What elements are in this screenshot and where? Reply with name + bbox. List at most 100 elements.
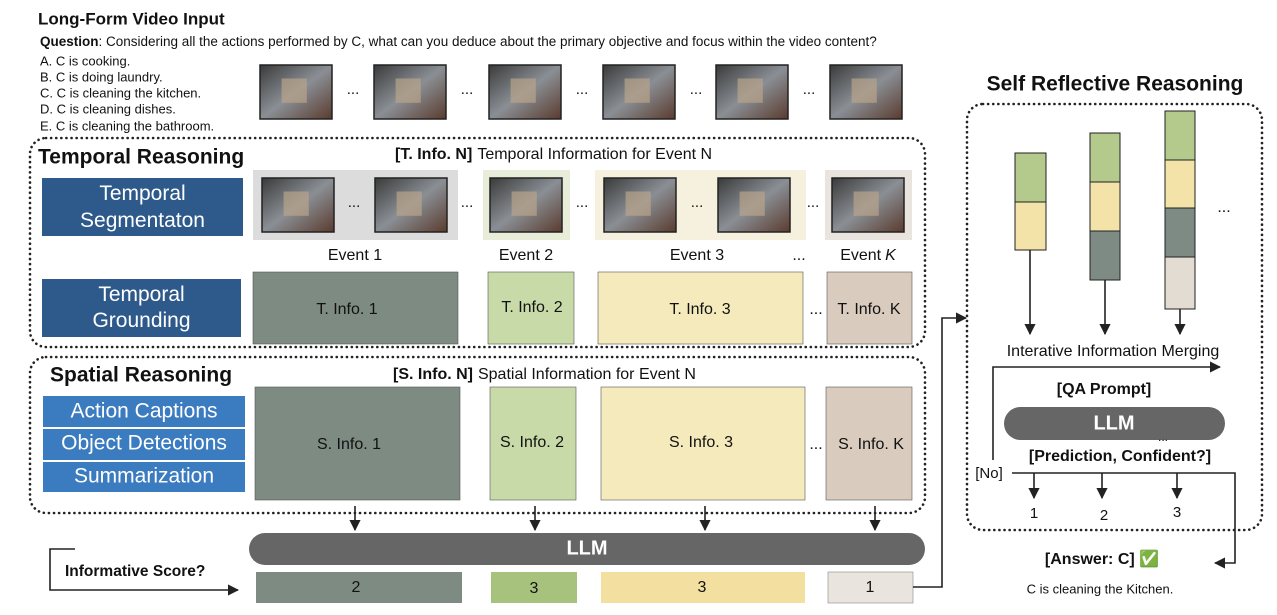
outcome: 2 [1100,507,1108,524]
info-box [489,386,577,501]
frame-detail [510,78,536,103]
outcome: 1 [1030,505,1038,522]
link-arrow [913,312,968,588]
event-index: K [885,247,897,264]
score-box [256,572,462,603]
frame-detail [396,191,422,216]
frame-detail [739,191,765,216]
stack-block [1089,132,1121,183]
module-box [42,279,241,337]
legend: [S. Info. N] Spatial Information for Even… [393,366,696,383]
frame-detail [851,78,877,103]
option: D. C is cleaning dishes. [40,101,176,116]
event-label: Event 1 [328,247,382,264]
module-box [43,462,245,492]
frame-detail [395,78,421,103]
info-box [252,271,459,345]
event-labels: Event 1 Event 2 Event 3 ... Event K [328,247,897,264]
prediction-label: [Prediction, Confident?] [1029,448,1211,465]
line: Temporal [98,283,184,306]
module-box [43,429,245,460]
module-label: Temporal Grounding [92,283,190,332]
module-label: Action Captions [70,400,217,423]
stack-block [1089,181,1121,232]
ellipsis: ... [461,81,474,98]
info-box [825,386,913,501]
legend-text: Spatial Information for Event N [478,366,696,383]
info-label: T. Info. 1 [316,301,377,318]
option: B. C is doing laundry. [40,69,163,84]
module-label: Temporal Segmentaton [80,182,205,232]
stack-block [1014,152,1047,203]
ellipsis: ... [809,301,822,318]
ellipsis: ... [809,436,822,453]
video-frames: ............... [259,64,903,120]
question-text: : Considering all the actions performed … [99,34,877,49]
temporal-box [28,136,927,349]
question: Question: Considering all the actions pe… [40,34,877,49]
ellipsis: ... [792,247,805,264]
section-title: Temporal Reasoning [38,146,244,169]
stack-block [1164,159,1196,209]
section-title: Self Reflective Reasoning [987,73,1244,96]
info-box [597,271,804,345]
module-box [42,178,243,236]
score-box [491,572,577,603]
ellipsis: ... [576,81,589,98]
scores: 2 3 3 1 [352,579,875,597]
info-box [600,386,806,501]
frame-detail [283,191,309,216]
loop-arrow [992,361,1222,460]
option: A. C is cooking. [40,53,130,68]
line: Grounding [92,309,190,332]
score: 1 [866,579,875,596]
line: Temporal [99,182,185,205]
answer-text: C is cleaning the Kitchen. [1027,581,1174,596]
event-label: Event K [840,247,897,264]
score-arrow [49,548,240,596]
title: Long-Form Video Input [38,9,225,28]
option: C. C is cleaning the kitchen. [40,85,201,100]
module-box [43,396,245,427]
outcomes: 1 2 3 [1030,504,1181,524]
frame-detail [625,191,651,216]
score: 3 [530,580,539,597]
frame-detail [511,191,537,216]
stack-block [1164,256,1196,310]
no-label: [No] [975,465,1003,482]
info-label: T. Info. 2 [501,299,562,316]
reflection-box [965,102,1264,532]
answer-arrow [1012,472,1236,569]
line: Segmentaton [80,209,205,232]
frame-detail [853,191,879,216]
down-arrows [349,506,881,532]
ellipsis: ... [803,81,816,98]
llm-label: LLM [1093,412,1134,434]
llm-bar [249,533,925,565]
stack-block [1164,207,1196,258]
spatial-box [28,355,927,515]
score-box [827,571,914,604]
info-box [826,271,913,345]
info-box [254,386,461,501]
info-label: T. Info. 3 [669,301,730,318]
ellipsis: ... [1158,430,1168,444]
score-label: Informative Score? [65,563,205,580]
ellipsis: ... [807,194,820,211]
llm-pill [1004,407,1225,440]
score-box [601,572,805,603]
info-box [487,271,575,345]
info-labels: S. Info. 1 S. Info. 2 S. Info. 3 ... S. … [317,434,904,453]
info-label: S. Info. 3 [669,434,733,451]
module-label: Object Detections [61,432,227,455]
stacks [1014,110,1196,310]
outcome: 3 [1173,504,1181,521]
answer-label: [Answer: C] ✅ [1045,549,1159,568]
options: A. C is cooking. B. C is doing laundry. … [40,53,214,133]
info-label: S. Info. 2 [500,434,564,451]
prompt-label: [QA Prompt] [1057,381,1152,398]
legend-key: [S. Info. N] [393,366,473,383]
ellipsis: ... [576,194,589,211]
ellipsis: ... [1217,199,1230,216]
